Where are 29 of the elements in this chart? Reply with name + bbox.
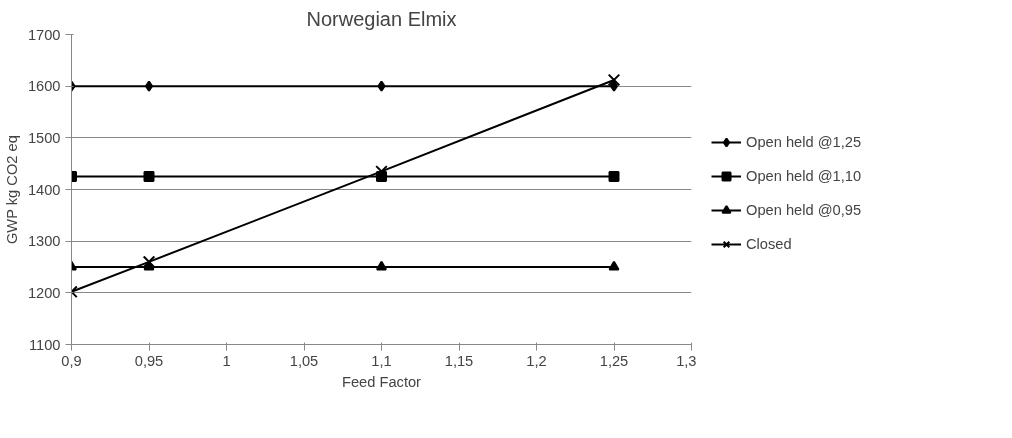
point <box>376 260 387 271</box>
x-tick-label: 1,05 <box>289 352 319 369</box>
y-axis-title: GWP kg CO2 eq <box>3 135 20 245</box>
x-tick-label: 1,15 <box>444 352 474 369</box>
x-tick-label: 0,9 <box>61 352 82 369</box>
x-tick-label: 1 <box>222 352 231 369</box>
x-tick-label: 1,2 <box>526 352 547 369</box>
point <box>608 171 620 183</box>
y-tick-label: 1100 <box>28 336 61 353</box>
legend-label: Closed <box>746 236 792 252</box>
x-tick-label: 1,25 <box>599 352 629 369</box>
y-tick-label: 1700 <box>27 26 61 43</box>
point <box>608 260 620 271</box>
legend-label: Open held @1,10 <box>746 168 862 184</box>
y-tick-label: 1400 <box>27 181 61 198</box>
point <box>143 171 155 183</box>
y-tick-label: 1500 <box>27 129 61 146</box>
point <box>377 80 386 92</box>
y-tick-label: 1600 <box>27 78 61 95</box>
legend-label: Open held @1,25 <box>746 134 862 150</box>
y-tick-label: 1200 <box>27 284 61 301</box>
chart-title: Norwegian Elmix <box>306 7 457 30</box>
y-tick-label: 1300 <box>27 233 61 250</box>
x-axis-title: Feed Factor <box>341 373 422 390</box>
x-tick-label: 0,95 <box>134 352 164 369</box>
point <box>607 73 621 87</box>
legend-label: Open held @0,95 <box>746 202 862 218</box>
x-tick-label: 1,1 <box>371 352 392 369</box>
x-tick-label: 1,3 <box>676 352 697 369</box>
